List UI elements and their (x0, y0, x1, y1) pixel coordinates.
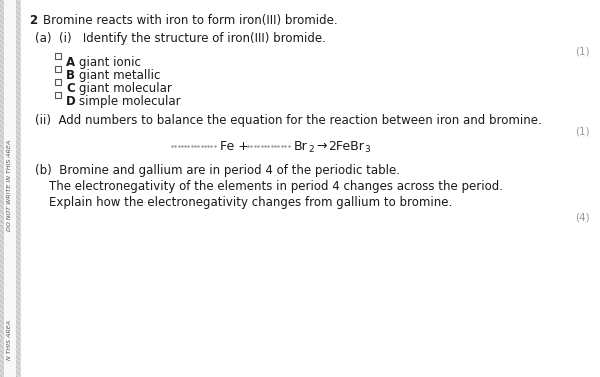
Text: Explain how the electronegativity changes from gallium to bromine.: Explain how the electronegativity change… (49, 196, 452, 209)
Text: 3: 3 (364, 145, 370, 154)
Bar (55, 53, 61, 59)
Text: giant metallic: giant metallic (79, 69, 160, 82)
Text: D: D (66, 95, 76, 108)
Text: 2FeBr: 2FeBr (328, 140, 364, 153)
Text: (1): (1) (575, 126, 590, 136)
Text: N THIS AREA: N THIS AREA (7, 320, 13, 360)
Text: 2: 2 (29, 14, 37, 27)
Text: A: A (66, 56, 75, 69)
Text: simple molecular: simple molecular (79, 95, 181, 108)
Bar (55, 66, 61, 72)
Text: (ii)  Add numbers to balance the equation for the reaction between iron and brom: (ii) Add numbers to balance the equation… (35, 114, 542, 127)
Bar (55, 92, 61, 98)
Text: C: C (66, 82, 75, 95)
Text: giant molecular: giant molecular (79, 82, 172, 95)
Text: →: → (316, 140, 326, 153)
Text: Br: Br (294, 140, 308, 153)
Bar (55, 79, 61, 85)
Text: giant ionic: giant ionic (79, 56, 141, 69)
Text: B: B (66, 69, 75, 82)
Text: DO NOT WRITE IN THIS AREA: DO NOT WRITE IN THIS AREA (7, 139, 13, 231)
Text: (a)  (i)   Identify the structure of iron(III) bromide.: (a) (i) Identify the structure of iron(I… (35, 32, 326, 45)
Text: 2: 2 (308, 145, 314, 154)
Text: Bromine reacts with iron to form iron(III) bromide.: Bromine reacts with iron to form iron(II… (43, 14, 338, 27)
Text: (4): (4) (575, 212, 590, 222)
Bar (0, 0, 20, 377)
Text: Fe +: Fe + (220, 140, 249, 153)
Bar (4, 0, 16, 377)
Text: (b)  Bromine and gallium are in period 4 of the periodic table.: (b) Bromine and gallium are in period 4 … (35, 164, 400, 177)
Text: The electronegativity of the elements in period 4 changes across the period.: The electronegativity of the elements in… (49, 180, 503, 193)
Text: (1): (1) (575, 46, 590, 56)
